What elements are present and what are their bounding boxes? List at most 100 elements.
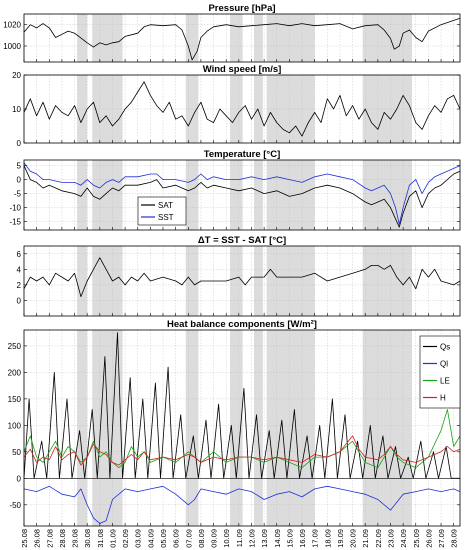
x-tick-label: 25.08 bbox=[20, 529, 29, 548]
panel-title: Pressure [hPa] bbox=[208, 3, 275, 14]
legend: Qs Ql LE H bbox=[419, 335, 461, 409]
x-tick-label: 05.09 bbox=[159, 529, 168, 548]
x-tick-label: 22.09 bbox=[374, 529, 383, 548]
panel-pressure: 1000 1020 Pressure [hPa] bbox=[3, 3, 461, 63]
shaded-period bbox=[92, 246, 123, 316]
x-tick-label: 11.09 bbox=[235, 529, 244, 547]
shaded-period bbox=[229, 14, 243, 62]
shaded-period bbox=[92, 330, 123, 526]
x-tick-label: 15.09 bbox=[285, 529, 294, 548]
panel-title: Heat balance components [W/m²] bbox=[167, 319, 317, 330]
y-tick-label: 20 bbox=[12, 71, 21, 80]
shaded-period bbox=[266, 246, 315, 316]
y-tick-label: 10 bbox=[12, 105, 21, 114]
shaded-period bbox=[229, 75, 243, 143]
shaded-period bbox=[254, 14, 263, 62]
x-tick-label: 14.09 bbox=[273, 529, 282, 548]
axes-frame bbox=[23, 329, 461, 527]
shaded-period bbox=[254, 246, 263, 316]
y-tick-label: 150 bbox=[8, 395, 22, 404]
y-tick-label: -15 bbox=[9, 218, 21, 227]
legend-label: Qs bbox=[440, 343, 450, 352]
y-tick-label: -10 bbox=[9, 204, 21, 213]
x-tick-label: 13.09 bbox=[260, 529, 269, 548]
series-delta_t bbox=[23, 257, 461, 297]
x-tick-label: 25.09 bbox=[412, 529, 421, 548]
y-tick-label: 100 bbox=[8, 421, 22, 430]
y-tick-label: -50 bbox=[9, 501, 21, 510]
series-sst bbox=[23, 162, 461, 225]
series-sat bbox=[23, 165, 461, 228]
panel-title: ΔT = SST - SAT [°C] bbox=[198, 235, 286, 246]
x-tick-label: 29.08 bbox=[71, 529, 80, 548]
x-tick-label: 27.09 bbox=[437, 529, 446, 548]
shaded-period bbox=[77, 330, 88, 526]
axes-frame bbox=[23, 159, 461, 231]
shaded-period bbox=[185, 160, 199, 230]
x-tick-label: 09.09 bbox=[210, 529, 219, 548]
shaded-period bbox=[77, 14, 88, 62]
shaded-period bbox=[229, 160, 243, 230]
x-tick-label: 03.09 bbox=[134, 529, 143, 548]
shaded-period bbox=[185, 14, 199, 62]
panel-title: Temperature [°C] bbox=[204, 149, 280, 160]
y-tick-label: 200 bbox=[8, 368, 22, 377]
y-tick-label: 4 bbox=[17, 265, 22, 274]
legend-label: Ql bbox=[440, 360, 448, 369]
shaded-period bbox=[77, 246, 88, 316]
x-tick-label: 27.08 bbox=[45, 529, 54, 548]
x-tick-label: 17.09 bbox=[311, 529, 320, 548]
series-ql bbox=[23, 485, 461, 524]
legend-box bbox=[137, 196, 187, 226]
shaded-period bbox=[229, 330, 243, 526]
shaded-period bbox=[254, 160, 263, 230]
y-tick-label: 6 bbox=[17, 250, 22, 259]
legend-label: LE bbox=[440, 377, 450, 386]
panel-heat: 250 200 150 100 50 0 -50 Heat balance component… bbox=[8, 319, 461, 527]
x-tick-label: 20.09 bbox=[349, 529, 358, 548]
shaded-period bbox=[229, 246, 243, 316]
x-tick-label: 28.09 bbox=[450, 529, 459, 548]
y-tick-label: 2 bbox=[17, 281, 22, 290]
shaded-period bbox=[362, 160, 412, 230]
shaded-period bbox=[185, 246, 199, 316]
x-tick-label: 19.09 bbox=[336, 529, 345, 548]
series-h bbox=[23, 435, 461, 466]
x-tick-label: 21.09 bbox=[361, 529, 370, 548]
legend: SAT SST bbox=[137, 196, 187, 226]
y-tick-label: 1000 bbox=[3, 42, 21, 51]
panel-delta_t: 0 2 4 6 ΔT = SST - SAT [°C] bbox=[17, 235, 461, 317]
y-tick-label: 1020 bbox=[3, 21, 21, 30]
x-tick-label: 26.08 bbox=[33, 529, 42, 548]
shaded-period bbox=[185, 330, 199, 526]
x-tick-label: 04.09 bbox=[146, 529, 155, 548]
y-tick-label: -5 bbox=[14, 190, 22, 199]
panel-wind: 0 10 20 Wind speed [m/s] bbox=[12, 64, 461, 148]
legend-label: SST bbox=[158, 213, 174, 222]
series-wind bbox=[23, 81, 461, 137]
panel-temperature: 5 0 -5 -10 -15 Temperature [°C] SAT SST bbox=[9, 149, 461, 231]
panel-title: Wind speed [m/s] bbox=[203, 64, 282, 75]
x-tick-label: 31.08 bbox=[96, 529, 105, 548]
y-tick-label: 0 bbox=[17, 474, 22, 483]
x-tick-label: 01.09 bbox=[108, 529, 117, 548]
shaded-period bbox=[254, 330, 263, 526]
x-axis-labels: 25.08 26.08 27.08 28.08 29.08 30.08 31.08 01.09… bbox=[20, 529, 459, 548]
y-tick-label: 250 bbox=[8, 342, 22, 351]
x-tick-label: 07.09 bbox=[184, 529, 193, 548]
x-tick-label: 06.09 bbox=[172, 529, 181, 548]
x-tick-label: 24.09 bbox=[399, 529, 408, 548]
legend-label: H bbox=[440, 394, 446, 403]
x-tick-label: 02.09 bbox=[121, 529, 130, 548]
y-tick-label: 0 bbox=[17, 139, 22, 148]
x-tick-label: 18.09 bbox=[323, 529, 332, 548]
shaded-period bbox=[266, 330, 315, 526]
shaded-period bbox=[362, 14, 412, 62]
y-tick-label: 0 bbox=[17, 176, 22, 185]
shaded-period bbox=[266, 160, 315, 230]
x-tick-label: 26.09 bbox=[424, 529, 433, 548]
x-tick-label: 16.09 bbox=[298, 529, 307, 548]
x-tick-label: 28.08 bbox=[58, 529, 67, 548]
shaded-period bbox=[92, 14, 123, 62]
